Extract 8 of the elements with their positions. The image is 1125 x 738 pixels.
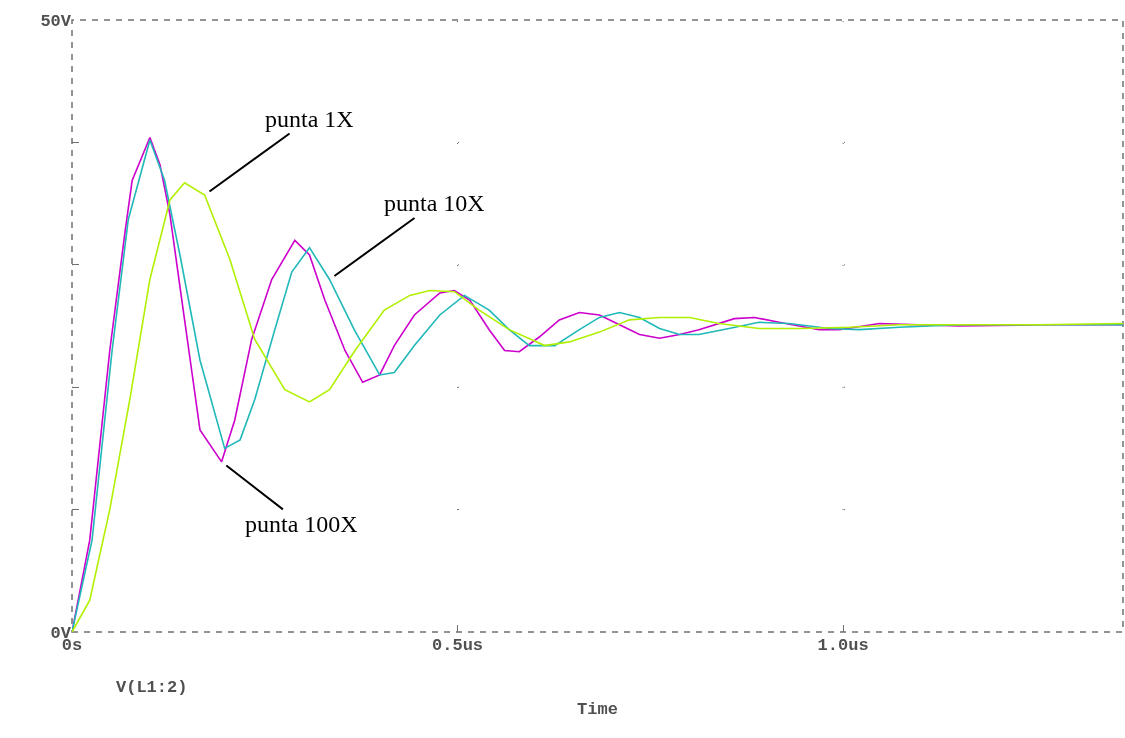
annotation: punta 1X (265, 106, 354, 132)
text: V(L1:2) (116, 678, 188, 697)
annotation: punta 100X (245, 511, 358, 537)
annotation: punta 10X (384, 190, 485, 216)
x-tick-label: 0.5us (432, 636, 484, 655)
y-tick-label: 50V (40, 11, 72, 31)
x-axis-title: Time (577, 700, 618, 720)
x-tick-label: 1.0us (817, 636, 869, 655)
